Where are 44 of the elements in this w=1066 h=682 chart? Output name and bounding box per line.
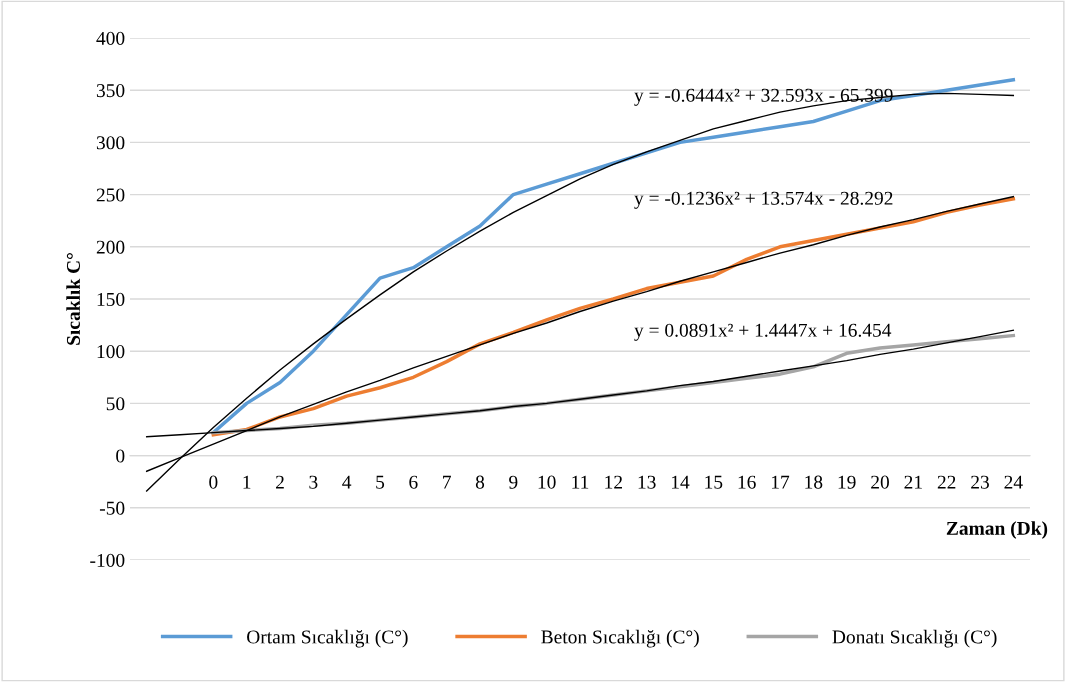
y-tick-label: -50	[99, 501, 125, 515]
x-tick-label: 4	[342, 475, 352, 489]
x-tick-label: 14	[671, 475, 690, 489]
x-tick-label: 6	[409, 475, 418, 489]
x-tick-label: 7	[443, 475, 451, 489]
x-tick-label: 24	[1004, 475, 1023, 489]
x-tick-label: 23	[971, 475, 989, 489]
y-tick-label: 250	[96, 188, 125, 202]
x-tick-label: 19	[838, 475, 856, 489]
y-tick-label: 100	[97, 345, 125, 359]
legend-label: Ortam Sıcaklığı (C°)	[247, 629, 408, 648]
y-tick-label: 200	[96, 240, 125, 254]
x-tick-label: 5	[376, 475, 385, 489]
y-tick-label: 300	[96, 136, 125, 150]
x-tick-label: 15	[705, 475, 723, 489]
x-tick-label: 9	[509, 475, 518, 489]
x-tick-label: 13	[638, 475, 656, 489]
annotation: y = -0.6444x² + 32.593x - 65.399	[634, 88, 893, 106]
x-tick-label: 12	[605, 475, 622, 489]
y-tick-label: 150	[97, 292, 125, 306]
x-tick-label: 3	[309, 475, 318, 489]
x-axis-title: Zaman (Dk)	[946, 521, 1048, 539]
x-tick-label: 17	[771, 475, 790, 489]
x-tick-label: 10	[538, 475, 556, 489]
legend-label: Donatı Sıcaklığı (C°)	[832, 629, 997, 648]
x-tick-label: 1	[243, 475, 251, 489]
x-tick-label: 11	[572, 475, 589, 489]
annotation: y = 0.0891x² + 1.4447x + 16.454	[634, 323, 892, 341]
x-tick-label: 20	[871, 475, 889, 489]
legend-label: Beton Sıcaklığı (C°)	[541, 629, 699, 648]
x-tick-label: 16	[738, 475, 756, 489]
x-tick-label: 2	[275, 475, 284, 489]
x-tick-label: 18	[805, 475, 823, 489]
annotation: y = -0.1236x² + 13.574x - 28.292	[634, 191, 893, 209]
y-tick-label: 400	[96, 31, 125, 45]
y-tick-label: 0	[116, 449, 125, 463]
y-tick-label: -100	[90, 553, 125, 567]
x-tick-label: 8	[475, 475, 485, 489]
y-tick-label: 50	[106, 397, 125, 411]
x-tick-label: 21	[904, 475, 922, 489]
x-tick-label: 0	[209, 475, 218, 489]
y-axis-title: Sıcaklık C°	[66, 253, 80, 345]
y-tick-label: 350	[96, 84, 125, 98]
x-tick-label: 22	[937, 475, 956, 489]
